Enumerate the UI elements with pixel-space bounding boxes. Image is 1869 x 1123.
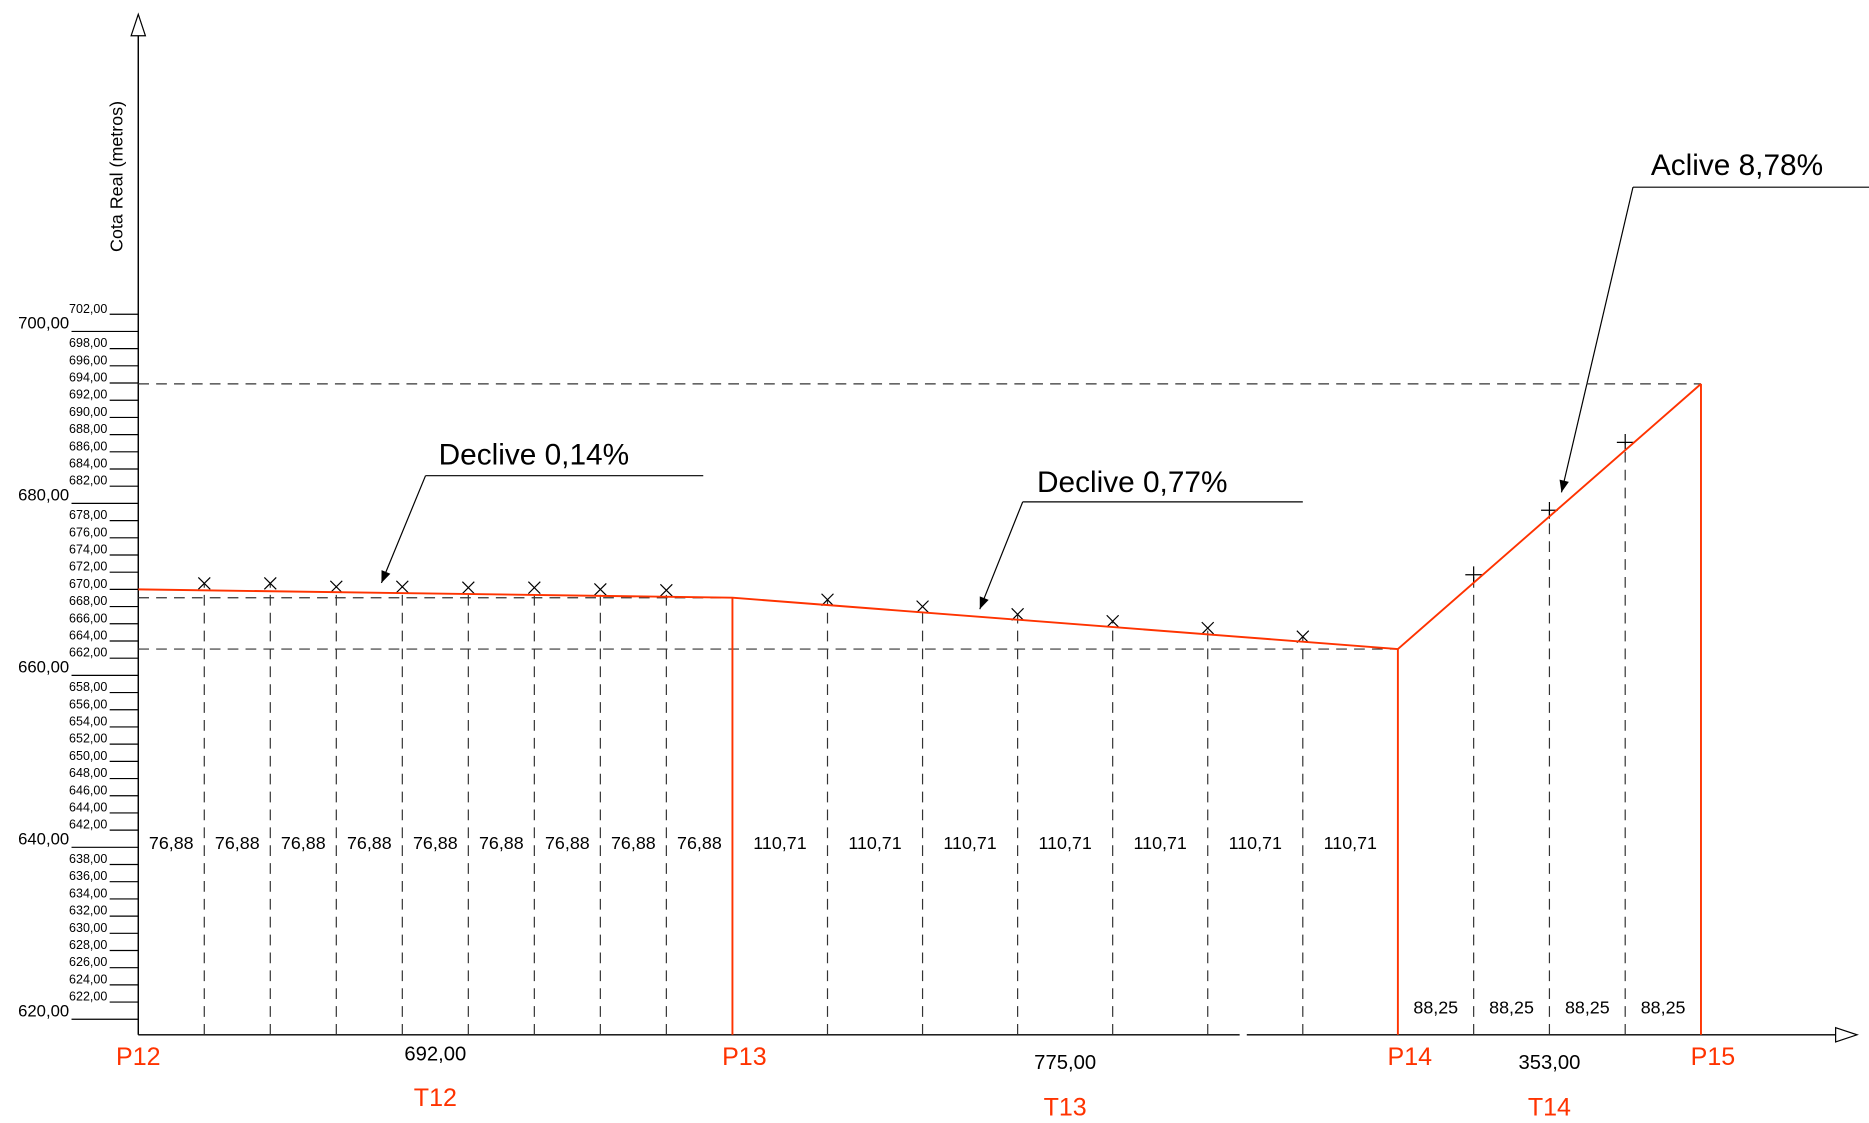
segment-name: T12 <box>414 1084 457 1112</box>
x-axis-arrow <box>1835 1026 1859 1043</box>
y-tick-label: 638,00 <box>69 852 107 866</box>
spacing-label: 76,88 <box>149 833 194 853</box>
spacing-label: 88,25 <box>1565 997 1610 1017</box>
annotation-leader <box>1559 187 1634 493</box>
annotation: Declive 0,77% <box>1037 466 1227 499</box>
y-tick-label: 688,00 <box>69 422 107 436</box>
spacing-label: 110,71 <box>753 833 806 853</box>
station-marker <box>1465 566 1482 584</box>
spacing-label: 110,71 <box>1229 833 1282 853</box>
y-tick-label: 686,00 <box>69 439 107 453</box>
y-axis-arrow <box>130 12 147 37</box>
spacing-label: 76,88 <box>611 833 656 853</box>
y-tick-label: 656,00 <box>69 697 107 711</box>
y-tick-label: 694,00 <box>69 371 107 385</box>
station-marker <box>821 593 834 607</box>
station-marker <box>1201 621 1215 635</box>
y-tick-label: 622,00 <box>69 990 107 1004</box>
y-tick-label: 684,00 <box>69 457 107 471</box>
y-tick-label: 676,00 <box>69 525 107 539</box>
y-tick-label: 680,00 <box>18 486 69 505</box>
station-marker <box>916 600 929 613</box>
station-marker <box>1106 614 1120 628</box>
point-label: P14 <box>1388 1043 1433 1071</box>
spacing-label: 76,88 <box>347 833 392 853</box>
y-tick-label: 628,00 <box>69 938 107 952</box>
y-tick-label: 698,00 <box>69 336 107 350</box>
station-marker <box>329 580 343 594</box>
y-tick-label: 646,00 <box>69 783 107 797</box>
station-marker <box>461 581 475 595</box>
y-tick-label: 674,00 <box>69 543 107 557</box>
point-label: P13 <box>722 1043 767 1071</box>
spacing-label: 76,88 <box>413 833 458 853</box>
y-tick-label: 678,00 <box>69 508 107 522</box>
y-tick-label: 668,00 <box>69 594 107 608</box>
spacing-label: 110,71 <box>1038 833 1091 853</box>
annotation: Declive 0,14% <box>439 438 629 471</box>
y-tick-label: 624,00 <box>69 972 107 986</box>
spacing-label: 76,88 <box>677 833 722 853</box>
profile-line <box>138 383 1702 651</box>
station-marker <box>593 583 607 596</box>
station-marker <box>1616 434 1634 451</box>
annotation: Aclive 8,78% <box>1651 149 1823 182</box>
y-tick-label: 620,00 <box>18 1002 69 1021</box>
y-tick-label: 626,00 <box>69 955 107 969</box>
station-marker <box>527 581 541 595</box>
y-tick-label: 652,00 <box>69 732 107 746</box>
spacing-label: 76,88 <box>215 833 260 853</box>
spacing-label: 76,88 <box>545 833 590 853</box>
spacing-label: 110,71 <box>848 833 901 853</box>
y-tick-label: 630,00 <box>69 921 107 935</box>
y-tick-label: 662,00 <box>69 646 107 660</box>
y-tick-label: 670,00 <box>69 577 107 591</box>
segment-length: 775,00 <box>1034 1052 1096 1074</box>
y-tick-label: 692,00 <box>69 388 107 402</box>
y-axis-label: Cota Real (metros) <box>107 101 127 252</box>
y-tick-label: 632,00 <box>69 904 107 918</box>
y-tick-label: 664,00 <box>69 629 107 643</box>
segment-name: T14 <box>1528 1093 1571 1121</box>
y-tick-label: 654,00 <box>69 714 107 728</box>
spacing-label: 76,88 <box>281 833 326 853</box>
y-tick-label: 690,00 <box>69 405 107 419</box>
station-marker <box>263 576 277 590</box>
y-tick-label: 672,00 <box>69 560 107 574</box>
y-tick-label: 634,00 <box>69 886 107 900</box>
spacing-label: 110,71 <box>1324 833 1377 853</box>
y-tick-label: 648,00 <box>69 766 107 780</box>
segment-name: T13 <box>1044 1093 1087 1121</box>
segment-length: 353,00 <box>1518 1052 1580 1074</box>
annotation-leader <box>979 501 1024 610</box>
station-marker <box>197 576 211 590</box>
y-tick-label: 682,00 <box>69 474 107 488</box>
y-tick-label: 644,00 <box>69 800 107 814</box>
spacing-label: 110,71 <box>943 833 996 853</box>
point-label: P15 <box>1691 1043 1736 1071</box>
y-tick-label: 666,00 <box>69 611 107 625</box>
station-marker <box>1011 607 1024 621</box>
segment-length: 692,00 <box>404 1043 466 1065</box>
annotation-leader <box>380 475 427 584</box>
y-tick-label: 696,00 <box>69 353 107 367</box>
y-tick-label: 642,00 <box>69 818 107 832</box>
y-tick-label: 702,00 <box>69 302 107 316</box>
y-tick-label: 636,00 <box>69 869 107 883</box>
y-tick-label: 658,00 <box>69 680 107 694</box>
y-tick-label: 640,00 <box>18 830 69 849</box>
point-label: P12 <box>116 1043 161 1071</box>
spacing-label: 110,71 <box>1134 833 1187 853</box>
y-tick-label: 660,00 <box>18 658 69 677</box>
station-marker <box>659 583 673 597</box>
y-tick-label: 650,00 <box>69 749 107 763</box>
station-marker <box>395 580 409 594</box>
spacing-label: 88,25 <box>1641 997 1686 1017</box>
spacing-label: 88,25 <box>1489 997 1534 1017</box>
spacing-label: 88,25 <box>1413 997 1458 1017</box>
y-tick-label: 700,00 <box>18 314 69 333</box>
spacing-label: 76,88 <box>479 833 524 853</box>
